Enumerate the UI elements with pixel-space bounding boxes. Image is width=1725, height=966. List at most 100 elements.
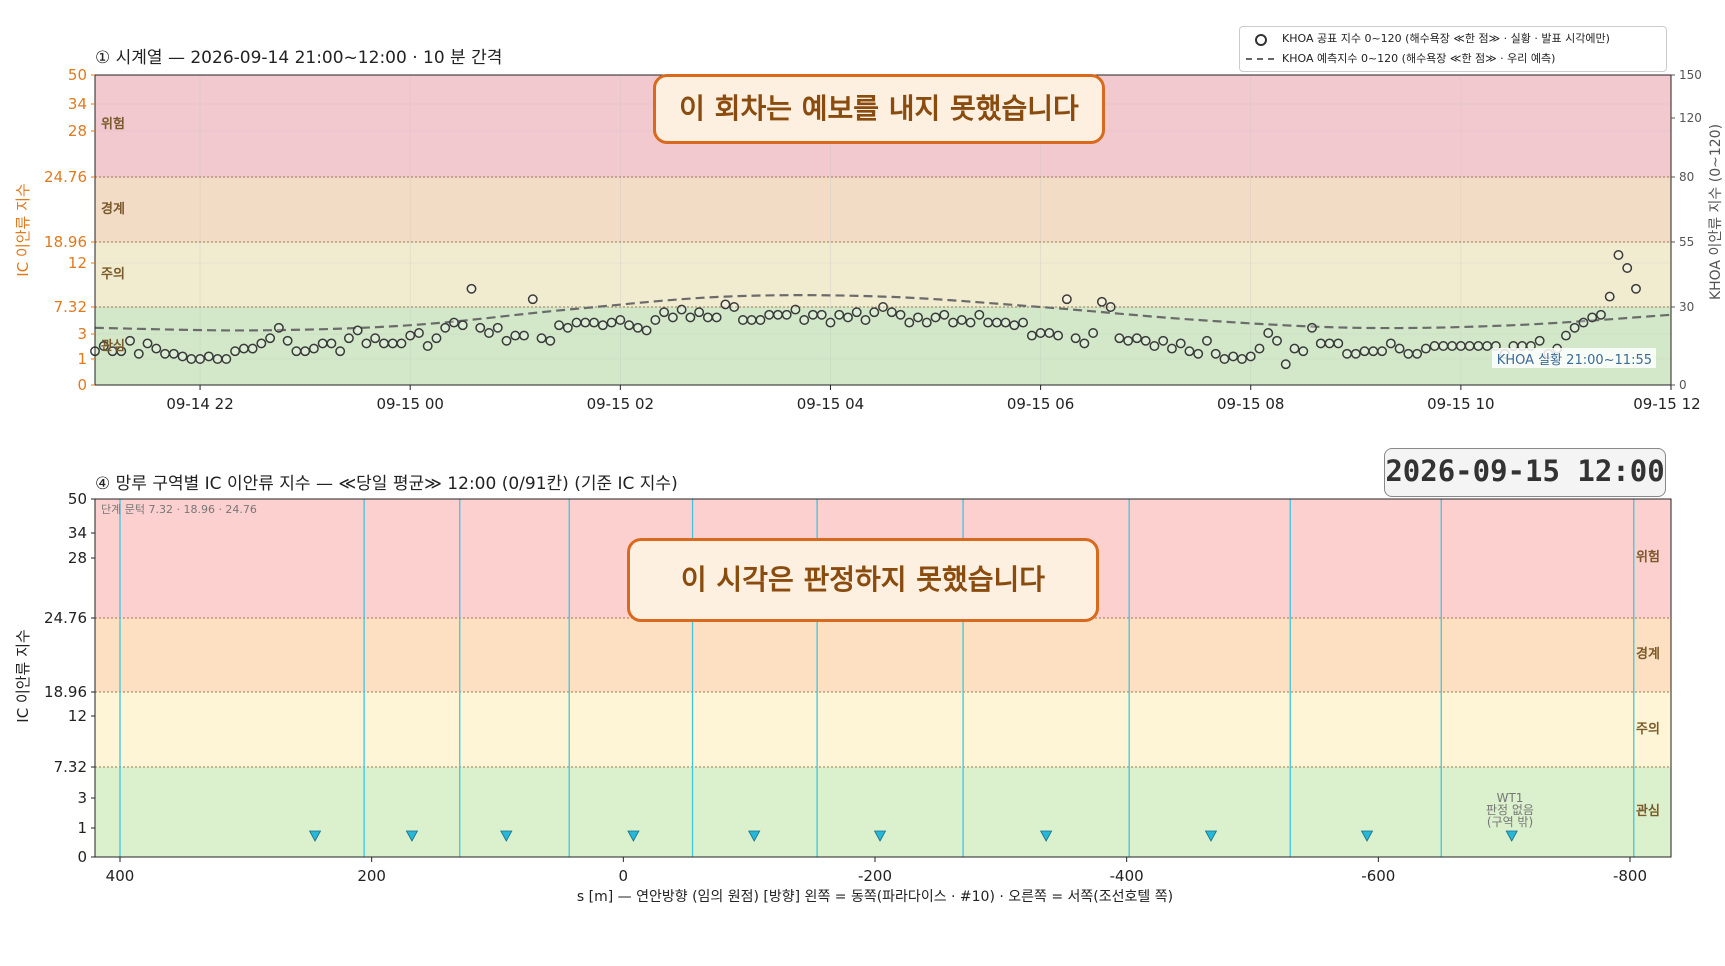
observed-point xyxy=(1333,338,1344,349)
watchtower-marker xyxy=(873,830,887,842)
observed-point xyxy=(308,343,319,354)
observed-point xyxy=(440,322,451,333)
watchtower-marker xyxy=(1204,830,1218,842)
dashed-line-icon xyxy=(1246,58,1274,60)
observed-point xyxy=(1307,322,1317,333)
observed-point xyxy=(1158,335,1169,346)
observed-point xyxy=(1429,341,1440,351)
top-right-tick-label: 120 xyxy=(1679,111,1702,125)
observed-point xyxy=(545,335,556,346)
observed-point xyxy=(1210,348,1221,359)
watchtower-marker xyxy=(308,830,322,842)
bottom-y-tick-label: 3 xyxy=(77,789,87,807)
observed-point xyxy=(615,315,626,325)
observed-point xyxy=(1368,346,1379,357)
observed-point xyxy=(431,333,442,344)
observed-point xyxy=(1289,343,1300,354)
top-left-tick-label: 34 xyxy=(68,95,87,113)
bottom-y-tick-label: 18.96 xyxy=(44,683,87,701)
observed-point xyxy=(116,346,127,357)
bottom-band-label-caution: 주의 xyxy=(1636,721,1660,737)
bottom-band-caution xyxy=(95,692,1671,767)
observed-point xyxy=(667,312,678,323)
watchtower-marker xyxy=(1505,830,1518,842)
bottom-y-tick-label: 50 xyxy=(68,490,87,508)
observed-point xyxy=(387,338,398,349)
bottom-x-tick-label: -200 xyxy=(858,867,892,885)
observed-point xyxy=(300,346,311,357)
observed-point xyxy=(772,309,783,320)
top-left-tick-label: 7.32 xyxy=(54,298,87,316)
observed-point xyxy=(755,315,766,325)
observed-point xyxy=(1018,317,1029,328)
observed-point xyxy=(1534,335,1545,346)
observed-point xyxy=(1315,338,1326,349)
bottom-y-tick-label: 34 xyxy=(68,524,87,542)
observed-point xyxy=(1123,335,1134,346)
observed-point xyxy=(589,317,600,328)
observed-point xyxy=(851,307,862,318)
observed-point xyxy=(1044,328,1055,338)
observed-point xyxy=(606,317,617,328)
observed-point xyxy=(983,317,994,328)
observed-point xyxy=(1420,343,1431,354)
wt-label-status: 판정 없음 xyxy=(1486,803,1534,817)
bottom-threshold-bands xyxy=(95,499,1671,857)
top-band-label-attention: 관심 xyxy=(101,338,125,354)
observed-point xyxy=(1394,343,1405,354)
bottom-x-tick-label: -600 xyxy=(1361,867,1395,885)
observed-point xyxy=(282,335,293,346)
observed-point xyxy=(1359,346,1370,357)
observed-point xyxy=(1578,317,1589,328)
observed-point xyxy=(948,317,958,328)
observed-point xyxy=(1377,346,1388,357)
observed-point xyxy=(151,343,162,354)
observed-point xyxy=(230,346,241,357)
observed-point xyxy=(1569,322,1580,333)
top-x-tick-label: 09-15 08 xyxy=(1217,395,1284,413)
observed-point xyxy=(256,338,267,349)
observed-point xyxy=(186,354,197,364)
observed-point xyxy=(571,317,582,328)
observed-point xyxy=(702,312,713,323)
observed-point xyxy=(904,317,915,328)
observed-point xyxy=(361,338,372,349)
bottom-band-warning xyxy=(95,618,1671,692)
observed-point xyxy=(562,322,573,333)
observed-point xyxy=(1350,348,1361,359)
top-band-label-danger: 위험 xyxy=(101,116,125,132)
top-left-tick-label: 3 xyxy=(77,325,87,343)
observed-point xyxy=(501,335,512,346)
observed-point xyxy=(1298,346,1309,357)
observed-point xyxy=(930,312,941,323)
circle-marker-icon xyxy=(1255,34,1267,46)
top-legend: KHOA 공표 지수 0~120 (해수욕장 ≪한 점≫ · 실황 · 발표 시… xyxy=(1239,26,1667,72)
top-x-tick-label: 09-15 04 xyxy=(797,395,864,413)
observed-point xyxy=(720,299,731,310)
observed-point xyxy=(624,320,635,331)
watchtower-marker xyxy=(500,830,513,842)
observed-point xyxy=(816,309,827,320)
observed-point xyxy=(247,343,258,354)
observed-point xyxy=(212,354,223,364)
observed-point xyxy=(1245,351,1256,362)
observed-point xyxy=(1140,335,1151,346)
observed-point xyxy=(265,333,276,344)
bottom-band-label-warning: 경계 xyxy=(1636,646,1660,662)
observed-point xyxy=(1473,341,1484,351)
observed-point xyxy=(125,335,135,346)
observed-point xyxy=(685,312,696,323)
observed-point xyxy=(860,315,871,325)
observed-point xyxy=(1596,309,1606,320)
observed-point xyxy=(1587,312,1598,323)
observed-point xyxy=(711,312,722,323)
observed-point xyxy=(1324,338,1335,349)
watchtower-marker xyxy=(405,830,419,842)
observed-point xyxy=(790,304,801,315)
khoa-observed-note: KHOA 실황 21:00~11:55 xyxy=(1497,353,1652,368)
observed-point xyxy=(291,346,302,357)
observed-point xyxy=(1202,335,1212,346)
observed-point xyxy=(133,348,144,359)
observed-point xyxy=(370,333,381,344)
observed-point xyxy=(1053,330,1064,341)
